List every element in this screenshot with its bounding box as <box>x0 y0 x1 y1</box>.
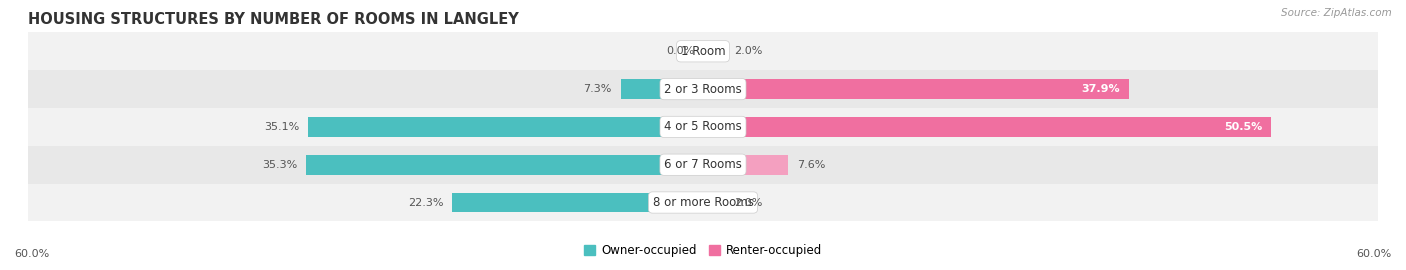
Bar <box>28 32 1378 70</box>
Bar <box>28 146 1378 184</box>
Text: 4 or 5 Rooms: 4 or 5 Rooms <box>664 120 742 133</box>
Text: 8 or more Rooms: 8 or more Rooms <box>652 196 754 209</box>
Text: 50.5%: 50.5% <box>1223 122 1263 132</box>
Bar <box>621 79 703 99</box>
Text: 1 Room: 1 Room <box>681 45 725 58</box>
Bar <box>703 155 789 174</box>
Bar <box>28 108 1378 146</box>
Text: HOUSING STRUCTURES BY NUMBER OF ROOMS IN LANGLEY: HOUSING STRUCTURES BY NUMBER OF ROOMS IN… <box>28 12 519 27</box>
Text: 35.1%: 35.1% <box>264 122 299 132</box>
Text: 37.9%: 37.9% <box>1081 84 1121 94</box>
Text: 2.0%: 2.0% <box>734 197 763 208</box>
Text: 60.0%: 60.0% <box>14 249 49 259</box>
Text: 22.3%: 22.3% <box>408 197 443 208</box>
Text: 2 or 3 Rooms: 2 or 3 Rooms <box>664 83 742 96</box>
Bar <box>28 184 1378 221</box>
Bar <box>703 117 1271 137</box>
Bar <box>307 155 703 174</box>
Text: 7.3%: 7.3% <box>583 84 612 94</box>
Text: 6 or 7 Rooms: 6 or 7 Rooms <box>664 158 742 171</box>
Text: 35.3%: 35.3% <box>262 160 297 170</box>
Text: 7.6%: 7.6% <box>797 160 825 170</box>
Text: 60.0%: 60.0% <box>1357 249 1392 259</box>
Bar <box>703 79 1129 99</box>
Text: 0.0%: 0.0% <box>666 46 695 56</box>
Bar <box>308 117 703 137</box>
Text: Source: ZipAtlas.com: Source: ZipAtlas.com <box>1281 8 1392 18</box>
Bar <box>453 193 703 212</box>
Bar <box>28 70 1378 108</box>
Bar <box>703 42 725 61</box>
Bar <box>703 193 725 212</box>
Text: 2.0%: 2.0% <box>734 46 763 56</box>
Legend: Owner-occupied, Renter-occupied: Owner-occupied, Renter-occupied <box>583 244 823 257</box>
